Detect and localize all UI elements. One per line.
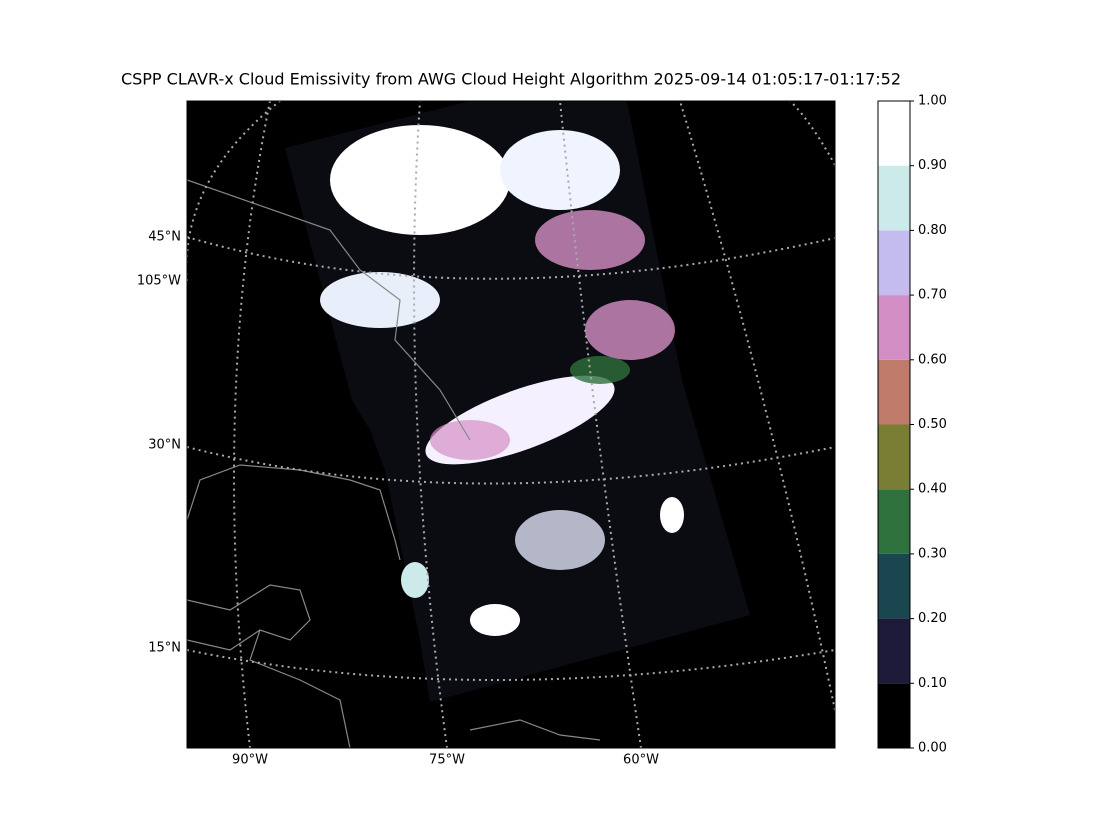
colorbar-tick-label: 0.70 bbox=[918, 288, 947, 303]
colorbar-tick-label: 0.20 bbox=[918, 611, 947, 626]
colorbar-segment bbox=[878, 489, 910, 554]
lat-label: 105°W bbox=[137, 274, 181, 289]
colorbar-tick-label: 0.90 bbox=[918, 158, 947, 173]
colorbar-segment bbox=[878, 618, 910, 684]
colorbar: 0.00 0.10 0.20 0.30 0.40 0.50 0.60 0.70 0.80 0.90… bbox=[877, 94, 947, 756]
colorbar-tick-label: 1.00 bbox=[918, 94, 947, 109]
map-title: CSPP CLAVR-x Cloud Emissivity from AWG C… bbox=[121, 70, 901, 89]
coastline bbox=[187, 179, 601, 748]
map bbox=[186, 100, 836, 749]
colorbar-tick-label: 0.50 bbox=[918, 417, 947, 432]
map-labels: 45°N 105°W 30°N 15°N 90°W 75°W 60°W bbox=[137, 230, 659, 768]
lon-label: 60°W bbox=[623, 753, 659, 768]
colorbar-tick-label: 0.40 bbox=[918, 482, 947, 497]
graticule bbox=[187, 101, 835, 748]
colorbar-tick-label: 0.30 bbox=[918, 546, 947, 561]
lon-label: 90°W bbox=[232, 753, 268, 768]
colorbar-segment bbox=[878, 424, 910, 490]
colorbar-segment bbox=[878, 683, 910, 748]
colorbar-segment bbox=[878, 230, 910, 296]
lat-label: 15°N bbox=[148, 641, 181, 656]
colorbar-segment bbox=[878, 359, 910, 425]
colorbar-tick-label: 0.60 bbox=[918, 352, 947, 367]
lat-label: 30°N bbox=[148, 438, 181, 453]
colorbar-tick-label: 0.10 bbox=[918, 676, 947, 691]
colorbar-segment bbox=[878, 101, 910, 166]
colorbar-segment bbox=[878, 295, 910, 360]
lat-label: 45°N bbox=[148, 230, 181, 245]
map-frame bbox=[186, 100, 836, 749]
colorbar-tick-label: 0.80 bbox=[918, 223, 947, 238]
colorbar-tick-label: 0.00 bbox=[918, 741, 947, 756]
colorbar-segment bbox=[878, 165, 910, 231]
colorbar-segment bbox=[878, 553, 910, 619]
lon-label: 75°W bbox=[429, 753, 465, 768]
